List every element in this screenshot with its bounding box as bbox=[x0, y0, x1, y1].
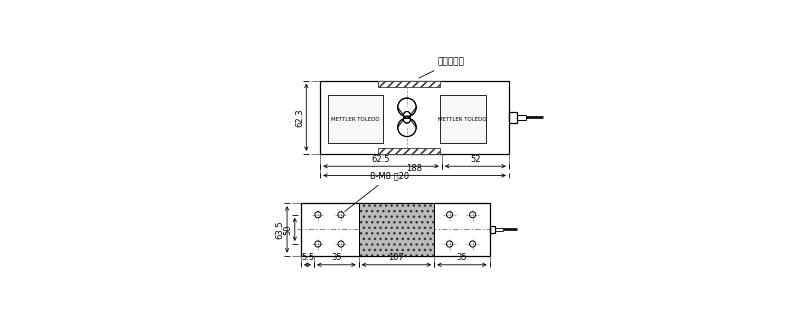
Text: 188: 188 bbox=[407, 164, 423, 173]
Text: 防水密封胶: 防水密封胶 bbox=[419, 58, 465, 78]
Text: 63.5: 63.5 bbox=[276, 220, 284, 239]
Bar bbox=[378, 148, 439, 154]
Bar bbox=[359, 203, 435, 256]
Bar bbox=[378, 81, 439, 86]
Text: 52: 52 bbox=[470, 155, 480, 164]
Bar bbox=[378, 81, 439, 87]
Bar bbox=[490, 226, 495, 233]
Text: 62.3: 62.3 bbox=[295, 108, 304, 127]
Text: 107: 107 bbox=[389, 253, 404, 262]
Text: 8-M8 淲20: 8-M8 淲20 bbox=[344, 172, 409, 212]
Text: METTLER TOLEDO: METTLER TOLEDO bbox=[331, 117, 380, 122]
Bar bbox=[397, 107, 417, 127]
Bar bbox=[320, 81, 509, 154]
Bar bbox=[378, 148, 439, 154]
Text: 35: 35 bbox=[331, 253, 341, 262]
Bar bbox=[328, 95, 383, 143]
Bar bbox=[509, 112, 517, 123]
Bar bbox=[439, 95, 486, 143]
Bar bbox=[378, 81, 439, 87]
Bar bbox=[301, 203, 490, 256]
Text: 35: 35 bbox=[457, 253, 467, 262]
Bar bbox=[359, 203, 435, 256]
Text: 50: 50 bbox=[284, 224, 292, 235]
Text: 62.5: 62.5 bbox=[372, 155, 390, 164]
Text: METTLER TOLEDO: METTLER TOLEDO bbox=[438, 117, 487, 122]
Text: 5.5: 5.5 bbox=[301, 253, 314, 262]
Bar bbox=[378, 148, 439, 154]
